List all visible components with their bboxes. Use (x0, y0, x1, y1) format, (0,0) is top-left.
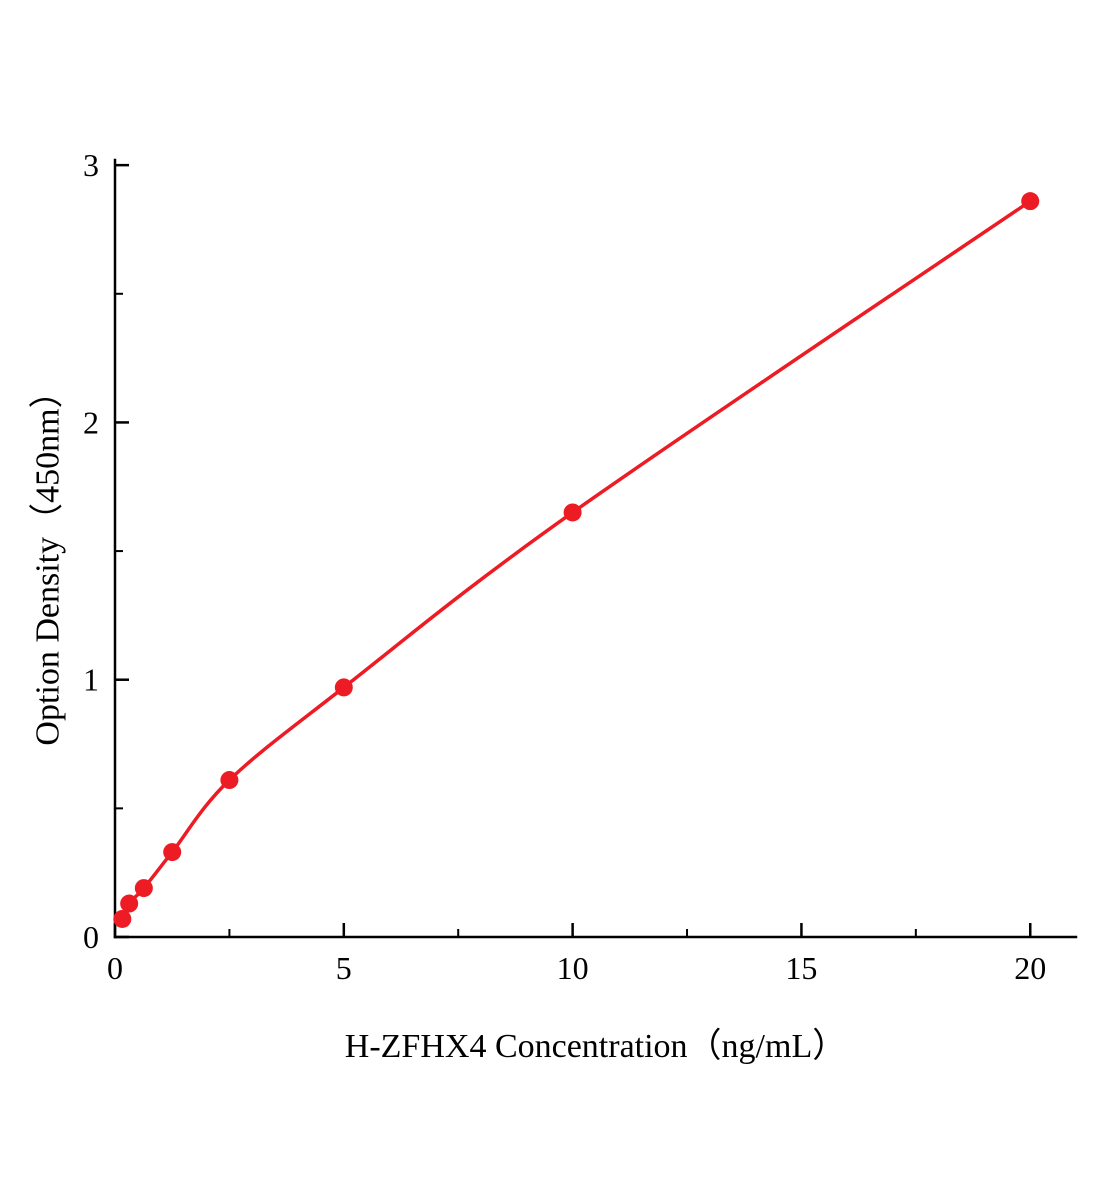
data-point-marker (334, 678, 353, 697)
data-point-marker (134, 879, 153, 898)
y-tick-label: 2 (83, 404, 99, 440)
x-axis-label: H-ZFHX4 Concentration（ng/mL） (344, 1028, 847, 1065)
data-point-marker (163, 843, 182, 862)
y-tick-label: 1 (83, 662, 99, 698)
x-tick-label: 20 (1014, 950, 1046, 986)
data-point-marker (113, 909, 132, 928)
data-point-marker (1021, 192, 1040, 211)
y-axis-label: Option Density（450nm） (29, 374, 67, 746)
y-tick-label: 0 (83, 919, 99, 955)
data-point-marker (563, 503, 582, 522)
x-tick-label: 15 (785, 950, 817, 986)
data-point-marker (220, 771, 239, 790)
x-tick-label: 10 (557, 950, 589, 986)
standard-curve-line (120, 199, 1032, 921)
data-point-marker (120, 894, 139, 913)
y-tick-label: 3 (83, 147, 99, 183)
x-tick-label: 0 (107, 950, 123, 986)
x-tick-label: 5 (336, 950, 352, 986)
